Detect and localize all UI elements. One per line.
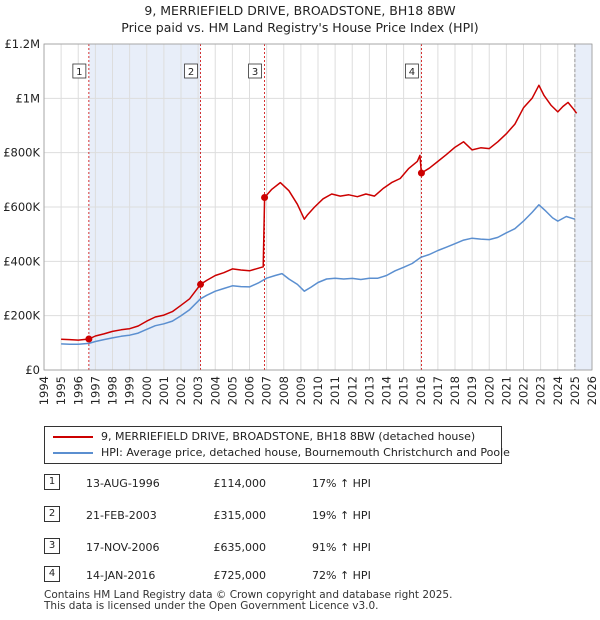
chart-title-block: 9, MERRIEFIELD DRIVE, BROADSTONE, BH18 8… [0,2,600,36]
x-tick-label: 1999 [123,376,137,405]
sale-hpi-diff: 72% ↑ HPI [312,569,371,582]
x-tick-label: 1996 [71,376,85,405]
x-tick-label: 2013 [362,376,376,405]
x-tick-label: 1997 [88,376,102,405]
sale-point [261,193,269,201]
x-tick-label: 2012 [345,376,359,405]
x-tick-label: 2015 [397,376,411,405]
sale-hpi-diff: 19% ↑ HPI [312,509,371,522]
sale-point [197,280,205,288]
sale-date: 14-JAN-2016 [86,569,156,582]
y-tick-label: £200K [3,309,40,323]
y-tick-label: £400K [3,254,40,268]
x-tick-label: 2008 [277,376,291,405]
y-tick-label: £0 [25,363,40,377]
price-chart: 1994 1995 1996 1997 1998 1999 2000 2001 2002 2003… [3,37,599,405]
x-tick-label: 2024 [551,376,565,405]
x-tick-label: 2023 [534,376,548,405]
sale-row: 4 14-JAN-2016 £725,000 72% ↑ HPI [0,566,600,586]
x-tick-label: 2010 [311,376,325,405]
footer-attribution: Contains HM Land Registry data © Crown c… [44,590,452,612]
y-tick-label: £1M [15,91,40,105]
sale-marker-box [248,63,262,79]
plot-frame [43,43,593,371]
sale-marker-label: 3 [252,67,258,78]
x-tick-label: 2025 [568,376,582,405]
x-tick-label: 2009 [294,376,308,405]
sale-number-badge: 4 [44,566,60,582]
sale-marker-label: 4 [409,67,415,78]
y-tick-label: £800K [3,146,40,160]
x-tick-label: 2011 [328,376,342,405]
sale-date: 17-NOV-2006 [86,541,160,554]
sale-number-badge: 2 [44,506,60,522]
sale-marker-label: 2 [188,67,194,78]
sale-number-badge: 3 [44,538,60,554]
hpi-series-line [61,204,576,345]
x-tick-label: 2005 [225,376,239,405]
x-tick-label: 2004 [208,376,222,405]
property-series-line [61,84,578,341]
footer-copyright: Contains HM Land Registry data © Crown c… [44,589,453,601]
x-tick-label: 2006 [243,376,257,405]
sale-hpi-diff: 17% ↑ HPI [312,477,371,490]
chart-subtitle: Price paid vs. HM Land Registry's House … [121,20,479,35]
sale-marker-label: 1 [76,67,82,78]
sale-price: £114,000 [213,477,267,490]
sale-row: 1 13-AUG-1996 £114,000 17% ↑ HPI [0,474,600,494]
legend-label-property: 9, MERRIEFIELD DRIVE, BROADSTONE, BH18 8… [101,430,476,443]
x-tick-label: 2017 [431,376,445,405]
x-tick-label: 2000 [140,376,154,405]
x-tick-label: 2026 [585,376,599,405]
sale-date: 13-AUG-1996 [86,477,160,490]
x-tick-label: 2002 [174,376,188,405]
sale-hpi-diff: 91% ↑ HPI [312,541,371,554]
x-tick-label: 1995 [54,376,68,405]
x-tick-label: 2019 [465,376,479,405]
legend-label-hpi: HPI: Average price, detached house, Bour… [101,446,510,459]
sale-price: £315,000 [213,509,267,522]
legend-swatch-hpi [53,452,93,454]
x-tick-label: 2018 [448,376,462,405]
x-tick-label: 1994 [37,376,51,405]
x-tick-label: 2020 [482,376,496,405]
x-tick-label: 1998 [106,376,120,405]
sale-row: 2 21-FEB-2003 £315,000 19% ↑ HPI [0,506,600,526]
footer-licence: This data is licensed under the Open Gov… [44,600,379,612]
sale-price: £635,000 [213,541,267,554]
sale-marker-box [72,63,87,79]
x-tick-label: 2003 [191,376,205,405]
sale-point [417,169,425,177]
sale-marker-box [405,63,419,79]
y-tick-label: £600K [3,200,40,214]
sale-point [85,335,93,343]
legend-swatch-property [53,436,93,438]
x-tick-label: 2021 [499,376,513,405]
x-tick-label: 2007 [260,376,274,405]
sale-number-badge: 1 [44,474,60,490]
chart-legend: 9, MERRIEFIELD DRIVE, BROADSTONE, BH18 8… [44,426,510,464]
x-tick-label: 2001 [157,376,171,405]
chart-title: 9, MERRIEFIELD DRIVE, BROADSTONE, BH18 8… [144,3,456,18]
x-tick-label: 2022 [517,376,531,405]
sale-date: 21-FEB-2003 [86,509,157,522]
x-tick-label: 2014 [380,376,394,405]
y-tick-label: £1.2M [4,37,40,51]
sale-price: £725,000 [213,569,267,582]
x-tick-label: 2016 [414,376,428,405]
sale-row: 3 17-NOV-2006 £635,000 91% ↑ HPI [0,538,600,558]
sale-marker-box [184,63,198,79]
